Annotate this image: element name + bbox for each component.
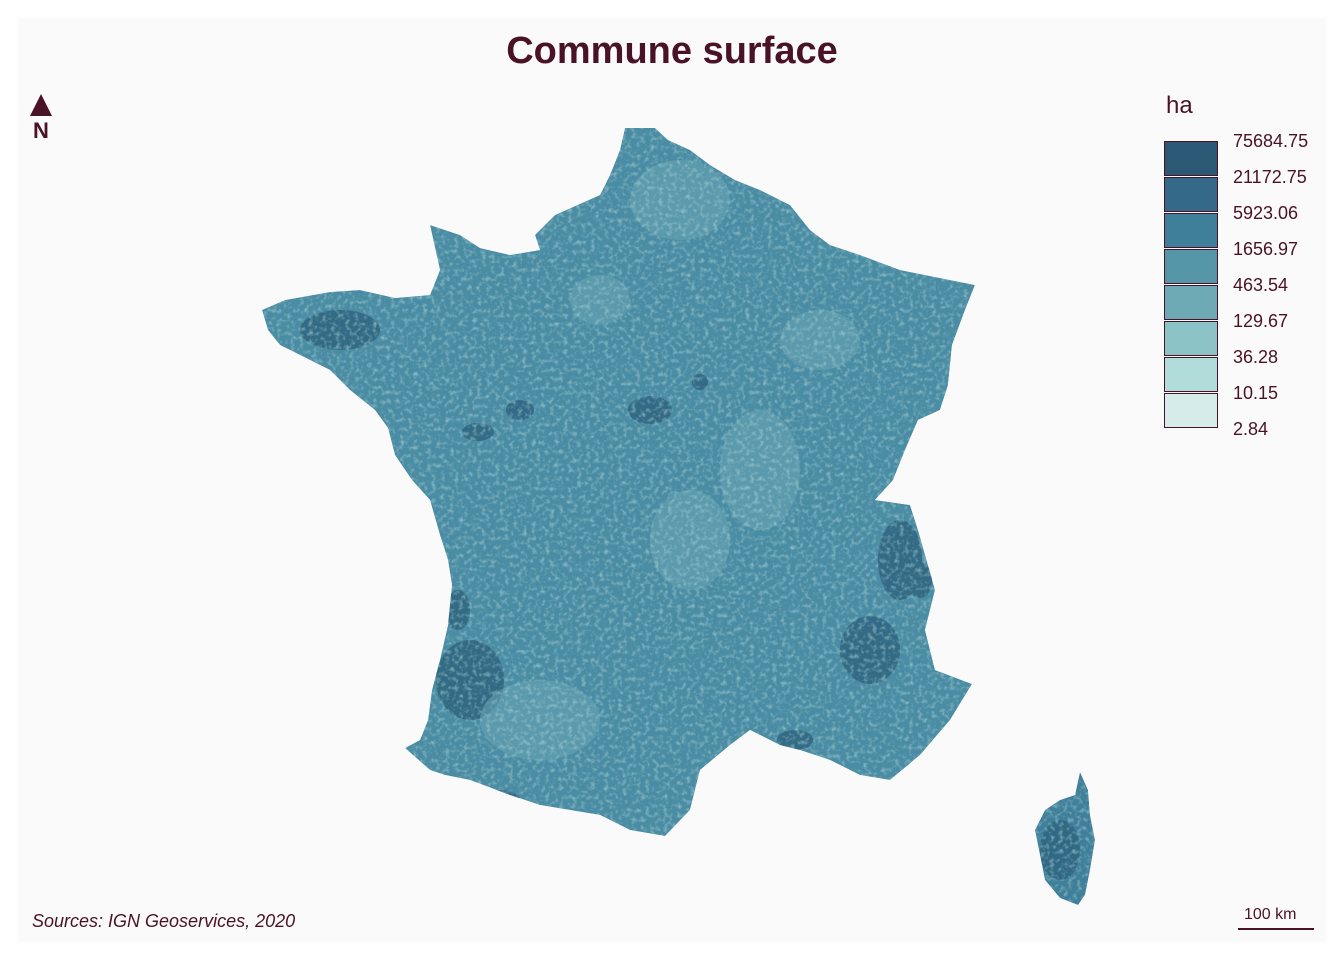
legend-swatch bbox=[1164, 285, 1218, 320]
scale-bar bbox=[1238, 928, 1314, 930]
legend-swatch bbox=[1164, 357, 1218, 392]
legend-swatch bbox=[1164, 141, 1218, 176]
legend-break-label: 10.15 bbox=[1233, 383, 1279, 403]
legend-break-label: 1656.97 bbox=[1233, 239, 1299, 259]
legend-break-label: 129.67 bbox=[1233, 311, 1289, 331]
legend-swatch bbox=[1164, 321, 1218, 356]
scale-bar-label: 100 km bbox=[1244, 906, 1297, 923]
legend-swatch bbox=[1164, 249, 1218, 284]
source-note: Sources: IGN Geoservices, 2020 bbox=[32, 911, 296, 931]
north-arrow: N bbox=[26, 94, 58, 150]
legend-swatch bbox=[1164, 177, 1218, 212]
north-label: N bbox=[33, 118, 49, 143]
legend-break-label: 75684.75 bbox=[1233, 131, 1309, 151]
legend-break-label: 36.28 bbox=[1233, 347, 1279, 367]
legend-swatch bbox=[1164, 393, 1218, 428]
legend-break-label: 5923.06 bbox=[1233, 203, 1299, 223]
legend-swatch bbox=[1164, 213, 1218, 248]
map-title: Commune surface bbox=[506, 30, 838, 72]
legend-break-label: 463.54 bbox=[1233, 275, 1289, 295]
north-arrow-icon bbox=[30, 94, 52, 116]
legend-break-label: 21172.75 bbox=[1233, 167, 1307, 187]
legend-break-label: 2.84 bbox=[1233, 419, 1269, 439]
legend-title: ha bbox=[1166, 92, 1193, 119]
